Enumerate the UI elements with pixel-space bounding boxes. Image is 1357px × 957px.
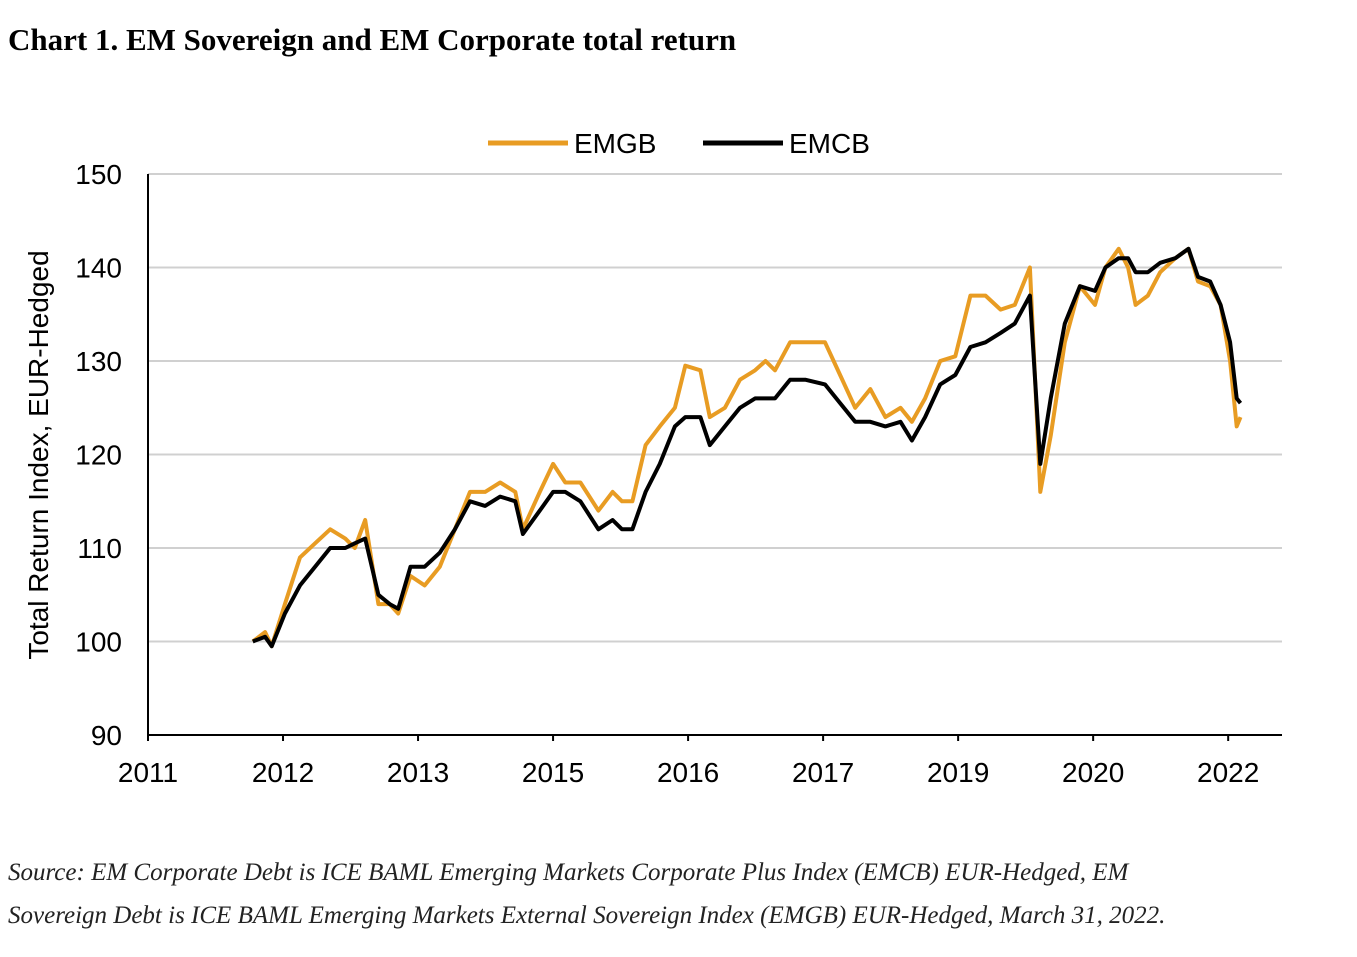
- x-tick-label: 2022: [1197, 757, 1259, 788]
- legend-label: EMGB: [574, 128, 656, 159]
- chart-title: Chart 1. EM Sovereign and EM Corporate t…: [8, 22, 736, 57]
- y-tick-label: 90: [91, 720, 122, 751]
- y-tick-label: 150: [75, 159, 122, 190]
- legend-label: EMCB: [789, 128, 870, 159]
- y-tick-label: 140: [75, 253, 122, 284]
- x-tick-label: 2012: [252, 757, 314, 788]
- x-tick-label: 2017: [792, 757, 854, 788]
- y-axis-label: Total Return Index, EUR-Hedged: [23, 250, 54, 659]
- y-tick-label: 130: [75, 346, 122, 377]
- x-tick-label: 2011: [118, 757, 178, 788]
- x-tick-label: 2016: [657, 757, 719, 788]
- x-tick-label: 2020: [1062, 757, 1124, 788]
- x-tick-label: 2015: [522, 757, 584, 788]
- series-line: [251, 246, 1243, 649]
- source-note: Sovereign Debt is ICE BAML Emerging Mark…: [8, 902, 1165, 929]
- source-note: Source: EM Corporate Debt is ICE BAML Em…: [8, 859, 1130, 886]
- y-tick-label: 110: [77, 533, 122, 564]
- y-tick-label: 120: [75, 440, 122, 471]
- y-tick-label: 100: [75, 627, 122, 658]
- series-line: [252, 246, 1243, 649]
- x-tick-label: 2013: [387, 757, 449, 788]
- x-tick-label: 2019: [927, 757, 989, 788]
